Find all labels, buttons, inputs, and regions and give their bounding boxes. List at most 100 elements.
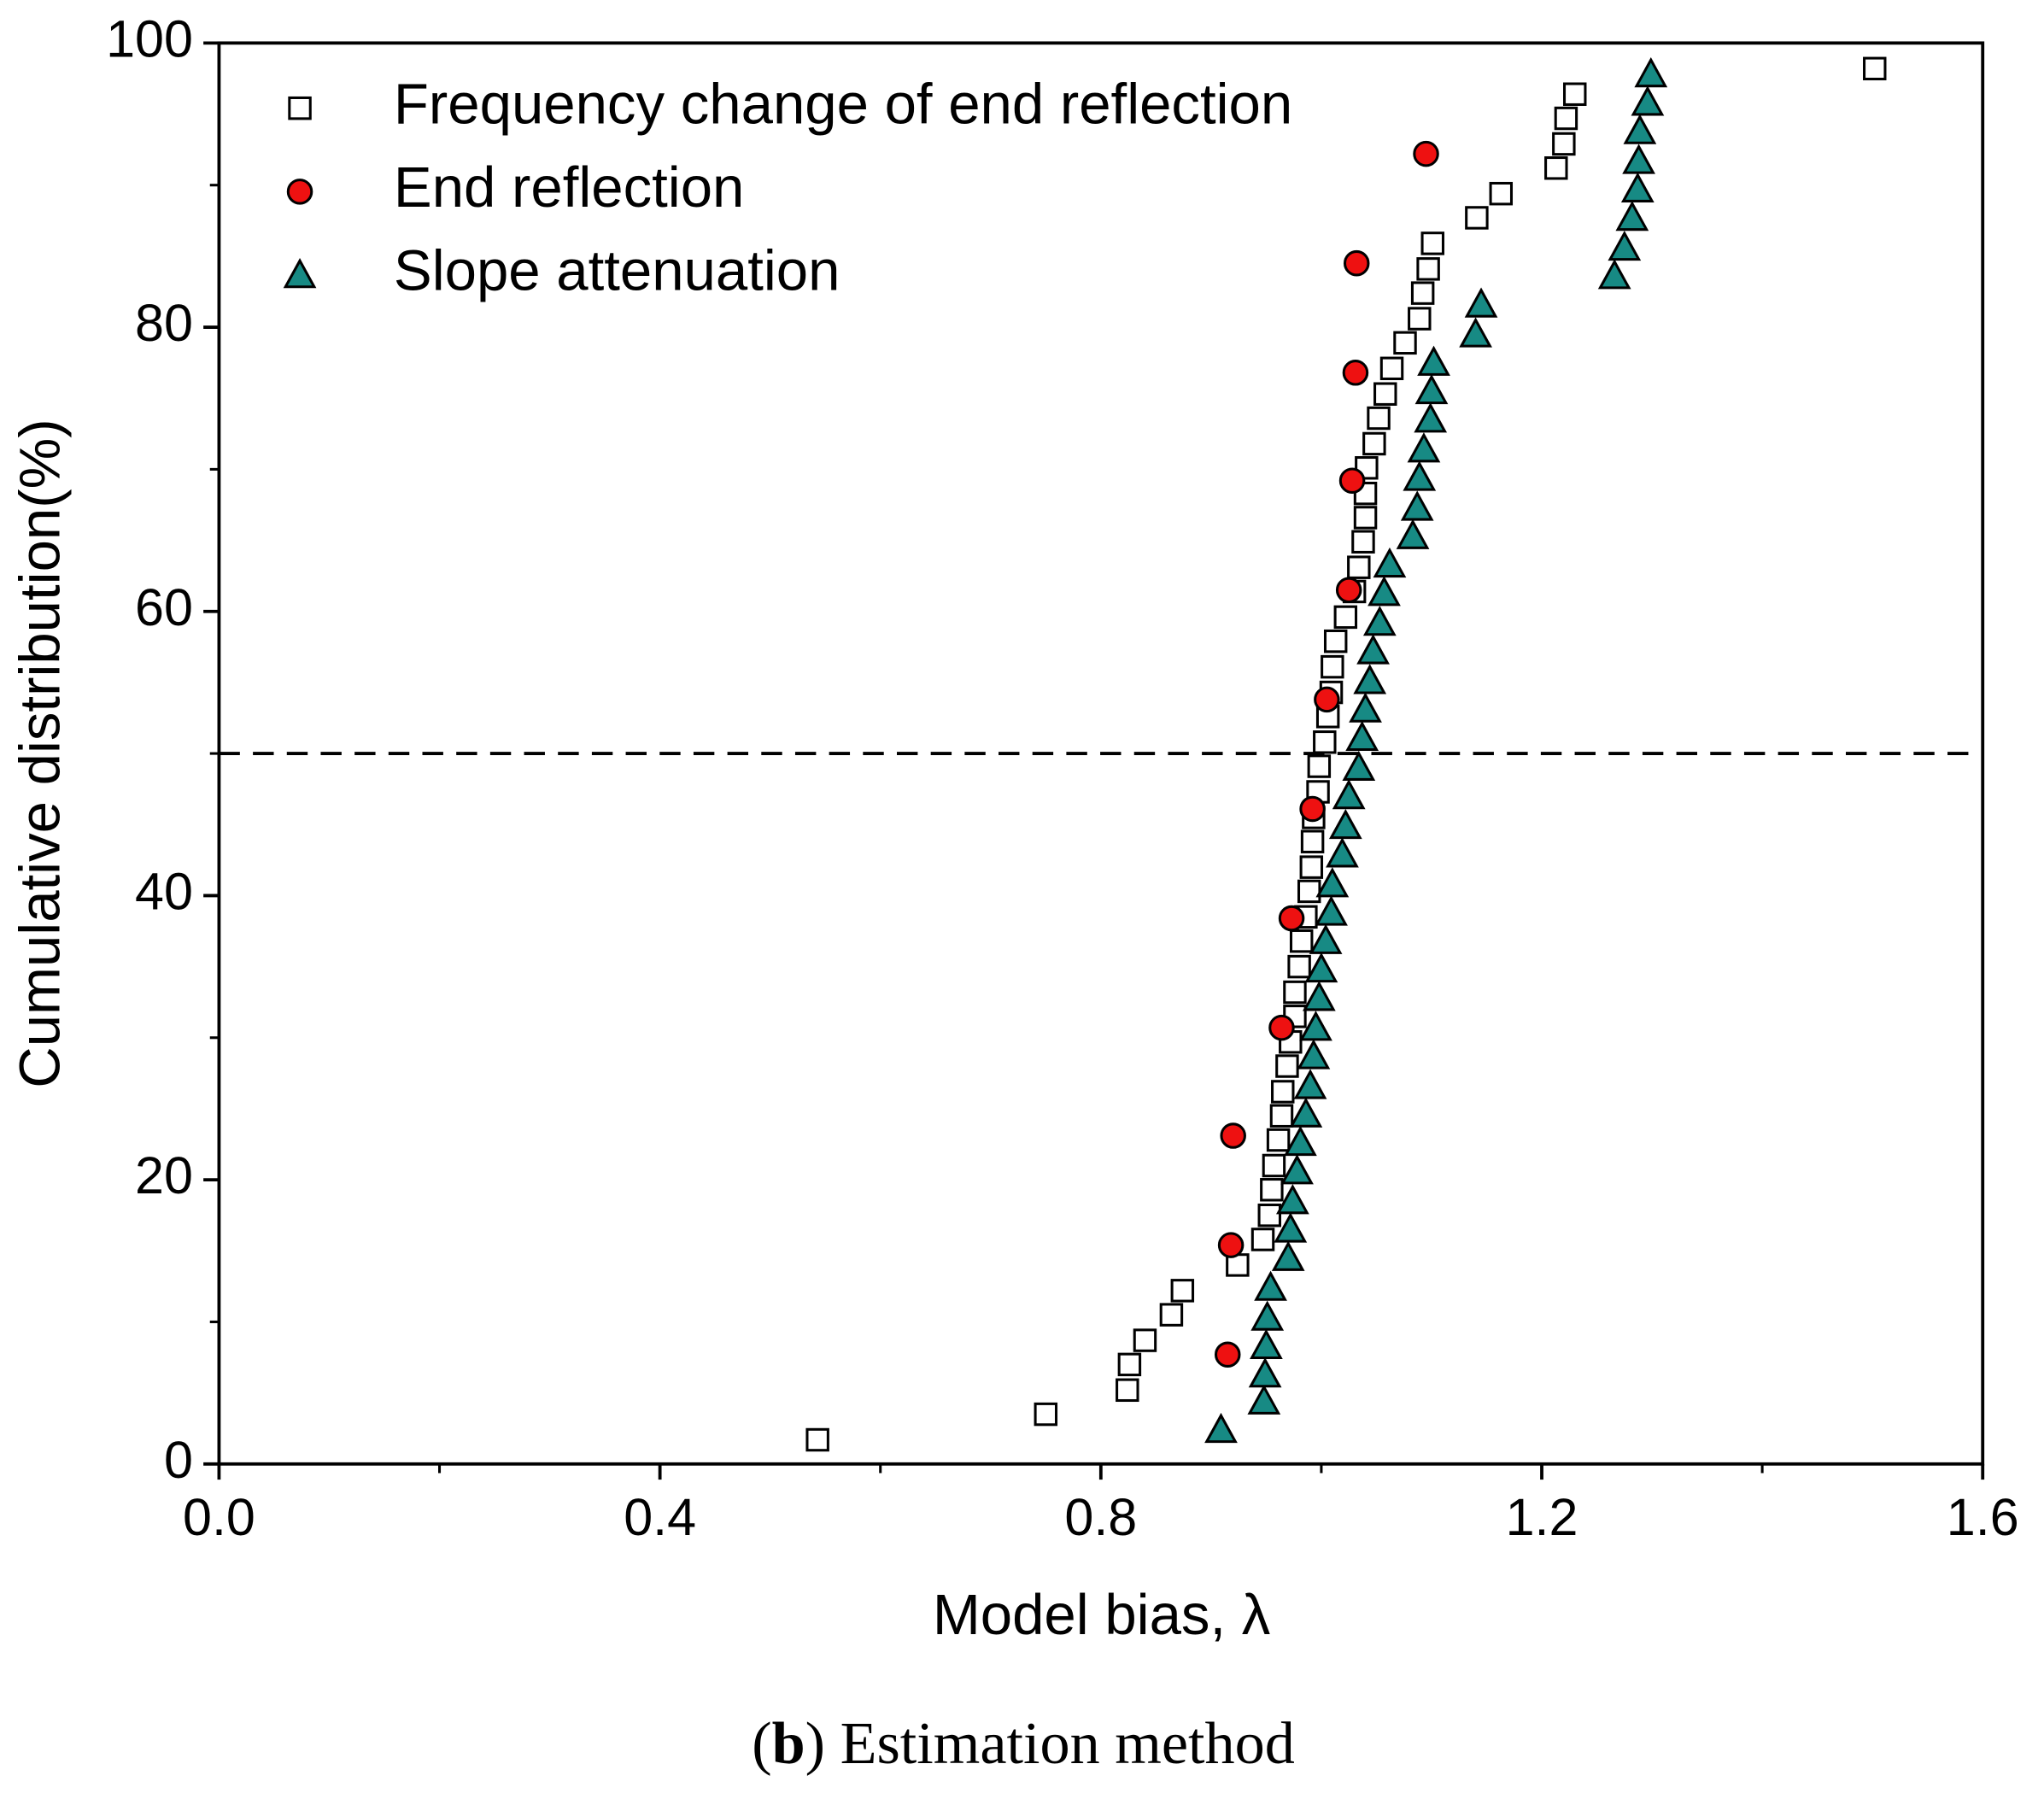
square-point bbox=[1347, 555, 1371, 579]
triangle-point bbox=[1250, 1328, 1283, 1359]
x-axis-label: Model bias, λ bbox=[933, 1583, 1270, 1647]
triangle-point bbox=[1622, 144, 1655, 174]
square-point bbox=[1379, 356, 1404, 381]
triangle-point bbox=[1345, 720, 1379, 752]
triangle-point bbox=[1615, 201, 1649, 231]
square-point bbox=[1393, 331, 1417, 355]
square-point bbox=[1297, 879, 1321, 904]
legend-marker bbox=[288, 96, 312, 120]
x-tick-label: 1.6 bbox=[1947, 1488, 2019, 1546]
triangle-point bbox=[1356, 634, 1390, 665]
triangle-point bbox=[1276, 1184, 1309, 1215]
circle-point bbox=[1299, 795, 1326, 823]
circle-point bbox=[1338, 467, 1366, 494]
square-point bbox=[1117, 1352, 1142, 1377]
triangle-point bbox=[1417, 345, 1450, 376]
y-tick-label: 20 bbox=[135, 1146, 193, 1204]
square-point bbox=[1034, 1402, 1058, 1427]
circle-point bbox=[1214, 1341, 1241, 1368]
triangle-point bbox=[1289, 1097, 1323, 1128]
y-tick-label: 60 bbox=[135, 578, 193, 636]
triangle-point bbox=[1332, 779, 1366, 810]
caption-part: b bbox=[772, 1710, 805, 1777]
square-point bbox=[1283, 980, 1307, 1005]
square-point bbox=[1420, 231, 1445, 255]
square-point bbox=[1367, 406, 1391, 431]
square-point bbox=[1416, 257, 1440, 281]
triangle-point bbox=[1631, 85, 1665, 116]
square-point bbox=[1260, 1178, 1284, 1202]
triangle-point bbox=[1297, 1039, 1331, 1069]
legend-marker bbox=[283, 258, 317, 289]
square-point bbox=[1410, 281, 1435, 305]
y-tick-label: 100 bbox=[106, 9, 193, 67]
triangle-point bbox=[1326, 837, 1359, 868]
square-point bbox=[1373, 382, 1397, 406]
triangle-point bbox=[1353, 664, 1387, 694]
x-tick-label: 0.8 bbox=[1064, 1488, 1137, 1546]
triangle-point bbox=[1349, 692, 1382, 723]
triangle-point bbox=[1309, 923, 1343, 954]
square-point bbox=[1353, 506, 1378, 530]
triangle-point bbox=[1293, 1069, 1327, 1099]
square-point bbox=[1563, 82, 1587, 106]
triangle-point bbox=[1304, 952, 1338, 983]
circle-point bbox=[1314, 686, 1340, 713]
triangle-point bbox=[1608, 230, 1642, 261]
square-point bbox=[1271, 1080, 1295, 1104]
triangle-point bbox=[1302, 981, 1336, 1011]
square-point bbox=[1351, 530, 1375, 554]
triangle-point bbox=[1396, 519, 1430, 549]
circle-point bbox=[1220, 1122, 1246, 1149]
triangle-point bbox=[1315, 895, 1348, 926]
square-point bbox=[1275, 1054, 1299, 1078]
triangle-point bbox=[1362, 606, 1397, 636]
triangle-point bbox=[1315, 867, 1350, 898]
triangle-point bbox=[1271, 1240, 1305, 1271]
y-tick-label: 40 bbox=[135, 863, 193, 921]
square-point bbox=[1544, 156, 1568, 180]
triangle-point bbox=[1274, 1212, 1308, 1243]
square-point bbox=[1323, 629, 1348, 653]
square-point bbox=[1269, 1104, 1294, 1128]
triangle-point bbox=[1328, 808, 1362, 840]
triangle-point bbox=[1459, 317, 1492, 348]
triangle-point bbox=[1620, 172, 1655, 202]
square-point bbox=[1489, 181, 1514, 206]
circle-point bbox=[1278, 905, 1305, 932]
square-point bbox=[1170, 1279, 1195, 1303]
triangle-point bbox=[1247, 1384, 1281, 1415]
square-point bbox=[1408, 307, 1432, 331]
triangle-point bbox=[1248, 1357, 1282, 1388]
legend-label: Slope attenuation bbox=[394, 239, 840, 303]
square-point bbox=[1313, 730, 1337, 754]
x-tick-label: 0.0 bbox=[183, 1488, 255, 1546]
triangle-point bbox=[1204, 1412, 1238, 1444]
legend-marker bbox=[286, 179, 313, 205]
triangle-point bbox=[1342, 750, 1376, 781]
triangle-point bbox=[1400, 490, 1434, 521]
x-tick-label: 0.4 bbox=[624, 1488, 696, 1546]
square-point bbox=[1321, 654, 1344, 679]
square-point bbox=[1307, 754, 1332, 778]
square-point bbox=[1289, 929, 1314, 953]
square-point bbox=[1250, 1228, 1275, 1251]
triangle-point bbox=[1368, 576, 1401, 607]
square-point bbox=[1262, 1153, 1286, 1178]
plot-frame bbox=[217, 41, 1985, 1466]
triangle-point bbox=[1414, 402, 1448, 433]
square-point bbox=[1465, 206, 1489, 230]
square-point bbox=[805, 1427, 829, 1452]
x-tick-label: 1.2 bbox=[1506, 1488, 1578, 1546]
triangle-point bbox=[1464, 287, 1498, 318]
square-point bbox=[1863, 56, 1887, 81]
legend-label: Frequency change of end reflection bbox=[394, 72, 1292, 136]
square-point bbox=[1299, 855, 1324, 879]
square-point bbox=[1333, 605, 1358, 630]
legend-label: End reflection bbox=[394, 155, 744, 220]
square-point bbox=[1362, 431, 1386, 456]
square-point bbox=[1552, 132, 1576, 156]
circle-point bbox=[1335, 577, 1362, 604]
square-point bbox=[1226, 1253, 1250, 1277]
